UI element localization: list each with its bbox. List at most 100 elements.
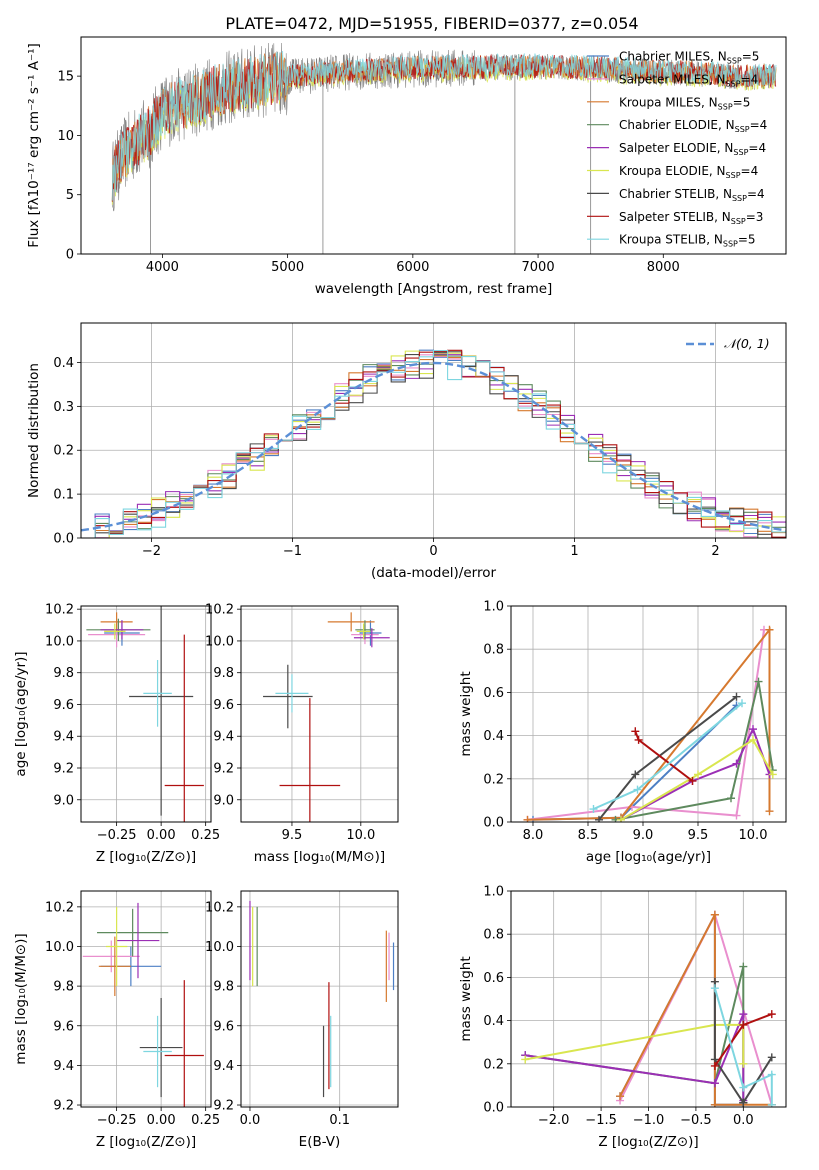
weights-vs-age-ytick-label: 0.4 — [483, 729, 504, 744]
age-vs-mass-ytick-label: 10.0 — [205, 634, 234, 649]
weight-point-marker — [732, 692, 741, 701]
legend-label-sub: SSP — [727, 57, 742, 66]
weights-vs-Z-ytick-label: 1.0 — [483, 885, 504, 900]
mass-vs-ebv-xlabel: E(B-V) — [299, 1134, 341, 1150]
spectrum-xtick-label: 8000 — [647, 260, 680, 275]
weights-vs-age-ytick-label: 0.8 — [483, 643, 504, 658]
spectrum-xtick-label: 4000 — [146, 260, 179, 275]
spectrum-plot-area — [111, 42, 777, 254]
age-vs-mass-ytick-label: 9.4 — [213, 730, 234, 745]
mass-vs-ebv-ytick-label: 9.4 — [213, 1059, 234, 1074]
weight-point-marker — [633, 785, 642, 794]
weight-point-marker — [617, 815, 625, 822]
legend-label: Kroupa MILES, NSSP=5 — [619, 95, 750, 111]
legend-label-sub: SSP — [731, 217, 746, 226]
weight-point-marker — [767, 1100, 776, 1107]
residuals-axes: −2 −1 0 1 2 0.0 0.1 0.2 0.3 0.4 (data-model)/error… — [26, 322, 787, 581]
mass-vs-Z-xlabel: Z [log₁₀(Z/Z⊙)] — [96, 1134, 196, 1150]
weights-vs-age-xtick-label: 8.0 — [523, 828, 544, 843]
age-vs-mass-plot-area — [263, 612, 390, 822]
weight-point-marker — [727, 794, 735, 803]
weight-point-marker — [710, 910, 719, 919]
age-vs-Z-axes: −0.25 0.00 0.25 9.0 9.2 9.4 9.6 9.8 10.0 10.2 Z [l… — [13, 603, 220, 865]
spectrum-axes: 4000 5000 6000 7000 8000 0 5 10 15 wavelength [An… — [26, 36, 787, 297]
weight-point-marker — [710, 1079, 719, 1088]
age-vs-mass-ytick-label: 9.0 — [213, 793, 234, 808]
age-vs-Z-ytick-label: 9.4 — [53, 730, 74, 745]
age-vs-Z-xtick-label: 0.00 — [147, 828, 176, 843]
age-vs-Z-ytick-label: 9.0 — [53, 793, 74, 808]
weight-point-marker — [749, 735, 757, 744]
weight-point-marker — [767, 1070, 776, 1079]
weight-point-marker — [595, 815, 603, 822]
age-vs-mass-xlabel: mass [log₁₀(M/M⊙)] — [254, 849, 385, 865]
weights-vs-age-axes: 8.0 8.5 9.0 9.5 10.0 0.0 0.2 0.4 0.6 0.8 1.0 age [l… — [458, 600, 787, 865]
weight-point-marker — [739, 1083, 748, 1092]
weight-line — [525, 1023, 745, 1064]
weight-point-marker — [765, 807, 774, 816]
spectrum-ytick-label: 10 — [57, 129, 74, 144]
legend-label-main: Salpeter ELODIE, N — [619, 141, 733, 155]
mass-vs-Z-plot-area — [82, 902, 204, 1107]
weights-vs-Z-plot-area — [521, 910, 776, 1107]
residuals-ylabel: Normed distribution — [26, 363, 42, 498]
age-vs-mass-ytick-label: 10.2 — [205, 603, 234, 618]
weight-point-marker — [631, 770, 640, 779]
mass-vs-ebv-axes: 0.0 0.1 9.2 9.4 9.6 9.8 10.0 10.2 E(B-V) — [205, 890, 399, 1150]
age-vs-Z-ytick-label: 9.2 — [53, 762, 74, 777]
mass-vs-Z-frame — [80, 890, 212, 1108]
residuals-xtick-label: −2 — [142, 544, 161, 559]
weights-vs-Z-xtick-label: −1.5 — [585, 1113, 617, 1128]
weights-vs-Z-ylabel: mass weight — [458, 956, 474, 1041]
weights-vs-age-frame — [510, 605, 787, 823]
legend-label-tail: =5 — [733, 95, 751, 109]
weight-point-marker — [739, 1098, 748, 1107]
legend-label-main: Salpeter STELIB, N — [619, 210, 731, 224]
legend-label-sub: SSP — [732, 194, 747, 203]
weights-vs-Z-xlabel: Z [log₁₀(Z/Z⊙)] — [598, 1134, 698, 1150]
weight-line — [527, 629, 765, 821]
spectrum-frame — [80, 36, 787, 255]
weight-point-marker — [765, 625, 774, 634]
age-vs-Z-ytick-label: 9.8 — [53, 666, 74, 681]
legend-label-main: Kroupa ELODIE, N — [619, 164, 726, 178]
legend-label-tail: =3 — [746, 210, 764, 224]
residuals-frame — [80, 322, 787, 539]
legend-label: Salpeter ELODIE, NSSP=4 — [619, 141, 766, 157]
weight-point-marker — [738, 699, 746, 708]
weights-vs-Z-xtick-label: −2.0 — [538, 1113, 570, 1128]
weights-vs-age-ylabel: mass weight — [458, 671, 474, 756]
weights-vs-Z-xtick-label: −0.5 — [680, 1113, 712, 1128]
weights-vs-Z-frame — [510, 890, 787, 1108]
weights-vs-Z-ytick-label: 0.2 — [483, 1057, 504, 1072]
residuals-xtick-label: 2 — [711, 544, 719, 559]
weight-point-marker — [589, 805, 598, 814]
legend-label-sub: SSP — [718, 102, 733, 111]
weight-line — [615, 681, 774, 821]
weight-point-marker — [739, 962, 748, 971]
mass-vs-ebv-ytick-label: 10.2 — [205, 900, 234, 915]
age-vs-mass-ytick-label: 9.8 — [213, 666, 234, 681]
weight-point-marker — [710, 1100, 719, 1107]
normal-legend-label: 𝒩(0, 1) — [724, 336, 770, 351]
residuals-xtick-label: 0 — [429, 544, 437, 559]
weight-point-marker — [710, 1061, 719, 1070]
mass-vs-ebv-ytick-label: 9.6 — [213, 1019, 234, 1034]
weights-vs-age-plot-area — [523, 625, 777, 822]
legend-label: Kroupa ELODIE, NSSP=4 — [619, 164, 758, 180]
weight-point-marker — [768, 770, 777, 779]
spectrum-ylabel: Flux [fλ10⁻¹⁷ erg cm⁻² s⁻¹ A⁻¹] — [26, 43, 42, 248]
residuals-ytick-label: 0.3 — [53, 400, 74, 415]
weights-vs-age-ytick-label: 0.6 — [483, 686, 504, 701]
weight-point-marker — [694, 770, 702, 779]
legend-label-sub: SSP — [726, 171, 741, 180]
weight-line — [525, 1013, 745, 1101]
residual-histogram — [81, 350, 786, 538]
weights-vs-age-xtick-label: 10.0 — [739, 828, 768, 843]
weight-point-marker — [732, 759, 741, 768]
age-vs-mass-frame — [240, 605, 399, 823]
residuals-ytick-label: 0.2 — [53, 444, 74, 459]
mass-vs-Z-ytick-label: 10.0 — [45, 940, 74, 955]
weights-vs-age-xtick-label: 8.5 — [578, 828, 599, 843]
